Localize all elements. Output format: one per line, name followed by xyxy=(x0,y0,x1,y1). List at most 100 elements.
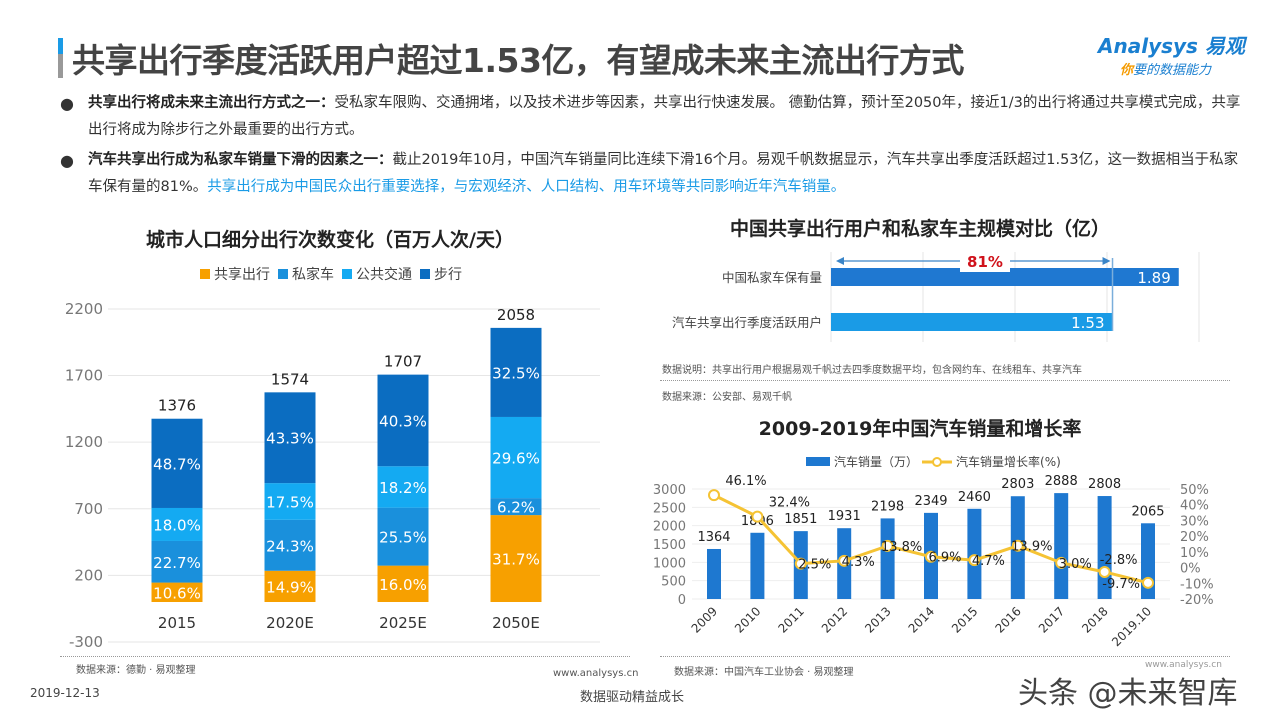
x-tick-label: 2018 xyxy=(1079,604,1110,635)
growth-label: 13.9% xyxy=(1011,540,1052,555)
legend-swatch-walk xyxy=(420,269,430,279)
x-tick-label: 2013 xyxy=(862,604,893,635)
analysys-logo: Analysys 易观 你要的数据能力 xyxy=(1098,30,1258,78)
y2-tick-label: 0% xyxy=(1180,562,1201,577)
growth-point xyxy=(925,550,937,563)
chart1-title: 城市人口细分出行次数变化（百万人次/天） xyxy=(146,229,514,251)
bullet-2-heading: 汽车共享出行成为私家车销量下滑的因素之一： xyxy=(88,152,393,168)
logo-slogan: 你要的数据能力 xyxy=(1098,59,1258,78)
segment-label: 18.2% xyxy=(379,479,427,497)
bar-segment xyxy=(490,498,542,516)
bar-value-label: 2808 xyxy=(1088,477,1121,492)
chart3-title: 2009-2019年中国汽车销量和增长率 xyxy=(758,418,1082,440)
bar-segment xyxy=(490,327,542,417)
total-label: 1376 xyxy=(158,397,196,415)
y2-tick-label: -10% xyxy=(1180,577,1214,592)
legend-label: 步行 xyxy=(434,267,462,283)
y-tick-label: 1200 xyxy=(65,433,103,451)
x-tick-label: 2009 xyxy=(689,604,720,635)
segment-label: 6.2% xyxy=(497,499,535,517)
y2-tick-label: 30% xyxy=(1180,514,1209,529)
arrow-left-icon xyxy=(836,257,844,265)
y2-tick-label: 50% xyxy=(1180,483,1209,498)
x-tick-label: 2025E xyxy=(379,614,427,632)
legend-swatch-private xyxy=(278,269,288,279)
segment-label: 18.0% xyxy=(153,516,201,534)
growth-point xyxy=(794,557,807,570)
bar-segment xyxy=(151,540,203,583)
bar-value-label: 1364 xyxy=(697,530,730,545)
bar-value-label: 2349 xyxy=(914,494,947,509)
segment-label: 10.6% xyxy=(153,584,201,602)
divider xyxy=(60,656,630,657)
growth-label: 13.8% xyxy=(881,540,922,555)
bullet-dot-icon: ● xyxy=(60,94,74,113)
legend-label: 共享出行 xyxy=(214,267,270,283)
legend-swatch-public xyxy=(342,269,352,279)
growth-point xyxy=(881,539,894,552)
bar-segment xyxy=(151,418,203,508)
segment-label: 40.3% xyxy=(379,412,427,430)
divider xyxy=(660,380,1230,381)
category-label: 汽车共享出行季度活跃用户 xyxy=(672,315,822,330)
bar-segment xyxy=(264,519,316,571)
growth-label: -2.8% xyxy=(1100,553,1138,568)
growth-point xyxy=(1055,556,1068,569)
bar xyxy=(831,313,1113,331)
x-tick-label: 2016 xyxy=(992,604,1023,635)
x-tick-label: 2015 xyxy=(949,604,980,635)
y-tick-label: 1000 xyxy=(653,556,686,571)
footer-date: 2019-12-13 xyxy=(30,686,100,700)
segment-label: 22.7% xyxy=(153,554,201,572)
bullet-1-heading: 共享出行将成未来主流出行方式之一： xyxy=(88,95,335,111)
legend-swatch-sales xyxy=(806,457,830,466)
segment-label: 14.9% xyxy=(266,578,314,596)
bar-value-label: 1851 xyxy=(784,512,817,527)
legend-line-marker-icon xyxy=(922,456,953,467)
y-tick-label: 3000 xyxy=(653,483,686,498)
bar-value-label: 2888 xyxy=(1045,474,1078,489)
bullet-2-highlight: 共享出行成为中国民众出行重要选择，与宏观经济、人口结构、用车环境等共同影响近年汽… xyxy=(207,179,846,195)
footer-url-right[interactable]: www.analysys.cn xyxy=(1145,660,1222,670)
segment-label: 24.3% xyxy=(266,537,314,555)
bar-segment xyxy=(264,392,316,484)
growth-label: 3.0% xyxy=(1059,557,1092,572)
segment-label: 31.7% xyxy=(492,551,540,569)
bar-segment xyxy=(490,515,542,602)
bar xyxy=(880,518,895,599)
segment-label: 16.0% xyxy=(379,576,427,594)
y2-tick-label: 10% xyxy=(1180,546,1209,561)
bar xyxy=(831,268,1179,286)
x-tick-label: 2019.10 xyxy=(1109,604,1154,649)
growth-point xyxy=(751,510,764,523)
x-tick-label: 2020E xyxy=(266,614,314,632)
x-tick-label: 2050E xyxy=(492,614,540,632)
bullet-dot-icon: ● xyxy=(60,151,74,170)
logo-text: Analysys 易观 xyxy=(1098,34,1245,58)
bullet-1-text: 受私家车限购、交通拥堵，以及技术进步等因素，共享出行快速发展。 德勤估算，预计至… xyxy=(88,95,1241,138)
bar-value-label: 2460 xyxy=(958,490,991,505)
legend-label: 汽车销量（万） xyxy=(834,455,919,469)
growth-label: 6.9% xyxy=(928,551,961,566)
page-title: 共享出行季度活跃用户超过1.53亿，有望成未来主流出行方式 xyxy=(72,41,964,80)
growth-label: 32.4% xyxy=(769,496,810,511)
bar-segment xyxy=(377,466,429,508)
logo-slogan-text: 要的数据能力 xyxy=(1133,63,1212,78)
category-label: 中国私家车保有量 xyxy=(722,270,822,285)
x-tick-label: 2010 xyxy=(732,604,763,635)
bar-value-label: 2803 xyxy=(1001,477,1034,492)
footer-url[interactable]: www.analysys.cn xyxy=(553,668,639,679)
value-label: 1.89 xyxy=(1137,269,1170,287)
bar-segment xyxy=(151,507,203,541)
watermark: 头条 @未来智库 xyxy=(1018,676,1238,711)
bar xyxy=(1054,493,1069,599)
y-tick-label: 500 xyxy=(661,575,686,590)
x-tick-label: 2012 xyxy=(819,604,850,635)
x-tick-label: 2014 xyxy=(906,604,937,635)
segment-label: 32.5% xyxy=(492,364,540,382)
segment-label: 25.5% xyxy=(379,529,427,547)
y2-tick-label: 40% xyxy=(1180,499,1209,514)
y2-tick-label: -20% xyxy=(1180,593,1214,608)
total-label: 2058 xyxy=(497,306,535,324)
